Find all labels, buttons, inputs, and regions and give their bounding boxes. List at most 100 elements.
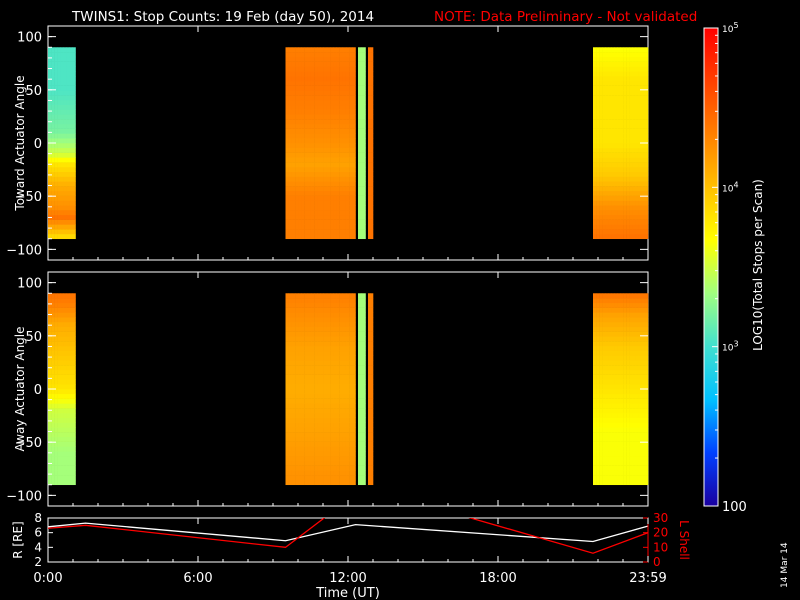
heatmap-cell [48,302,52,308]
heatmap-cell [358,176,363,182]
heatmap-cell [323,143,328,149]
heatmap-cell [629,341,634,347]
heatmap-cell [339,451,344,457]
y-tick-label: 50 [25,330,42,345]
heatmap-cell [611,446,615,452]
heatmap-cell [342,104,347,110]
heatmap-cell [349,403,353,409]
heatmap-cell [320,321,324,328]
heatmap-cell [352,379,356,385]
heatmap-cell [323,475,328,481]
heatmap-cell [644,365,649,371]
heatmap-cell [339,374,344,380]
heatmap-cell [352,374,356,380]
heatmap-cell [629,446,634,452]
heatmap-cell [298,321,302,328]
heatmap-cell [301,384,305,390]
heatmap-cell [620,312,624,318]
heatmap-cell [361,350,366,356]
heatmap-cell [345,379,350,385]
heatmap-cell [336,321,340,328]
heatmap-cell [599,350,603,356]
heatmap-cell [608,143,612,149]
heatmap-cell [304,52,309,58]
heatmap-cell [644,302,649,308]
heatmap-cell [295,302,299,308]
heatmap-cell [54,71,58,77]
heatmap-cell [330,341,334,347]
heatmap-cell [626,66,630,72]
heatmap-cell [608,95,612,101]
heatmap-cell [641,66,646,72]
heatmap-cell [617,345,621,352]
heatmap-cell [48,104,52,110]
heatmap-cell [638,80,643,86]
heatmap-cell [330,147,334,153]
heatmap-cell [285,355,289,361]
heatmap-cell [304,233,309,240]
heatmap-cell [608,75,612,82]
heatmap-cell [632,398,637,404]
heatmap-cell [301,166,305,173]
heatmap-cell [72,307,76,313]
heatmap-cell [298,171,302,177]
heatmap-cell [336,355,340,361]
heatmap-cell [54,104,58,110]
heatmap-cell [285,336,289,342]
heatmap-cell [298,224,302,230]
heatmap-cell [352,393,356,399]
heatmap-cell [307,403,312,409]
heatmap-cell [301,104,305,110]
heatmap-cell [632,186,637,192]
heatmap-cell [596,393,600,399]
heatmap-cell [361,389,366,395]
heatmap-cell [326,403,331,409]
heatmap-cell [285,52,289,58]
heatmap-cell [60,417,64,423]
heatmap-cell [288,317,293,323]
heatmap-cell [614,47,618,53]
heatmap-cell [358,398,363,404]
heatmap-cell [333,298,337,304]
heatmap-cell [641,384,646,390]
heatmap-cell [330,345,334,352]
heatmap-cell [333,451,337,457]
heatmap-cell [638,147,643,153]
heatmap-cell [326,331,331,337]
heatmap-cell [336,441,340,447]
heatmap-cell [333,80,337,86]
heatmap-cell [317,52,321,58]
heatmap-cell [617,152,621,158]
heatmap-cell [320,365,324,371]
heatmap-cell [605,123,609,129]
heatmap-cell [368,114,371,120]
heatmap-cell [330,412,334,419]
heatmap-cell [320,104,324,110]
heatmap-cell [361,451,366,457]
heatmap-cell [314,403,318,409]
heatmap-cell [352,436,356,442]
heatmap-cell [614,114,618,120]
heatmap-cell [345,355,350,361]
heatmap-cell [330,104,334,110]
heatmap-cell [326,195,331,201]
heatmap-cell [304,47,309,53]
heatmap-cell [326,321,331,328]
heatmap-cell [320,99,324,106]
heatmap-cell [641,460,646,466]
heatmap-cell [333,355,337,361]
heatmap-cell [60,114,64,120]
heatmap-cell [632,408,637,414]
heatmap-cell [608,99,612,106]
heatmap-cell [605,61,609,67]
heatmap-cell [352,412,356,419]
heatmap-cell [617,360,621,366]
heatmap-cell [605,224,609,230]
heatmap-cell [314,195,318,201]
heatmap-cell [352,133,356,139]
heatmap-cell [63,210,67,216]
heatmap-cell [605,152,609,158]
heatmap-cell [629,298,634,304]
heatmap-cell [352,427,356,433]
heatmap-cell [368,408,371,414]
